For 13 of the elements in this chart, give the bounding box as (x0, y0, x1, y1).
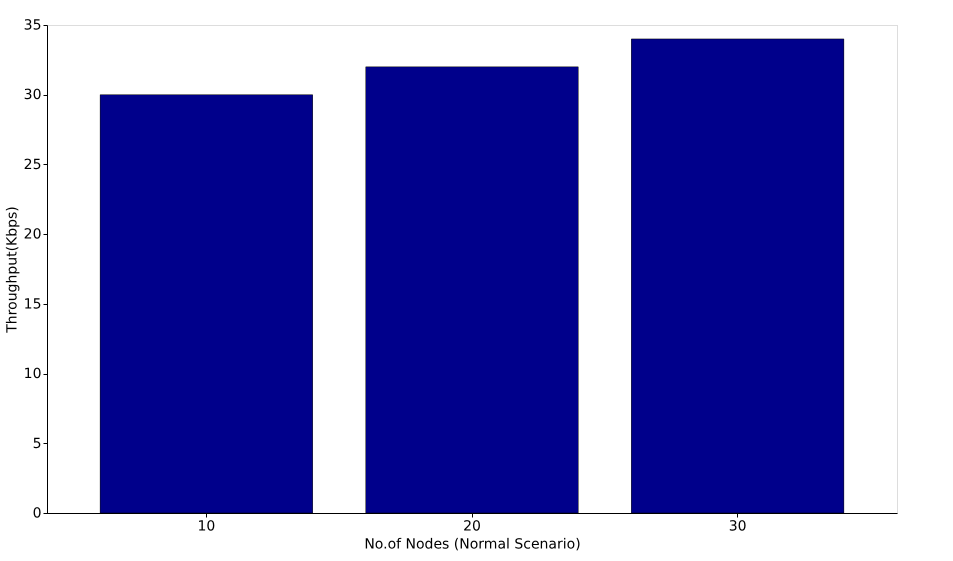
y-tick-label: 25 (24, 156, 42, 173)
y-tick-label: 5 (32, 436, 42, 452)
y-tick-label: 10 (24, 366, 42, 382)
x-tick-label: 20 (463, 518, 481, 534)
y-tick-label: 15 (24, 296, 42, 312)
x-tick-label: 10 (197, 518, 216, 534)
y-tick-label: 20 (24, 226, 42, 243)
y-tick-label: 0 (32, 506, 42, 522)
y-tick-label: 35 (24, 18, 42, 34)
x-tick-label: 30 (728, 518, 747, 534)
y-axis-title: Throughput(Kbps) (4, 206, 21, 334)
y-tick-label: 30 (24, 87, 42, 104)
x-axis-title: No.of Nodes (Normal Scenario) (364, 536, 581, 552)
